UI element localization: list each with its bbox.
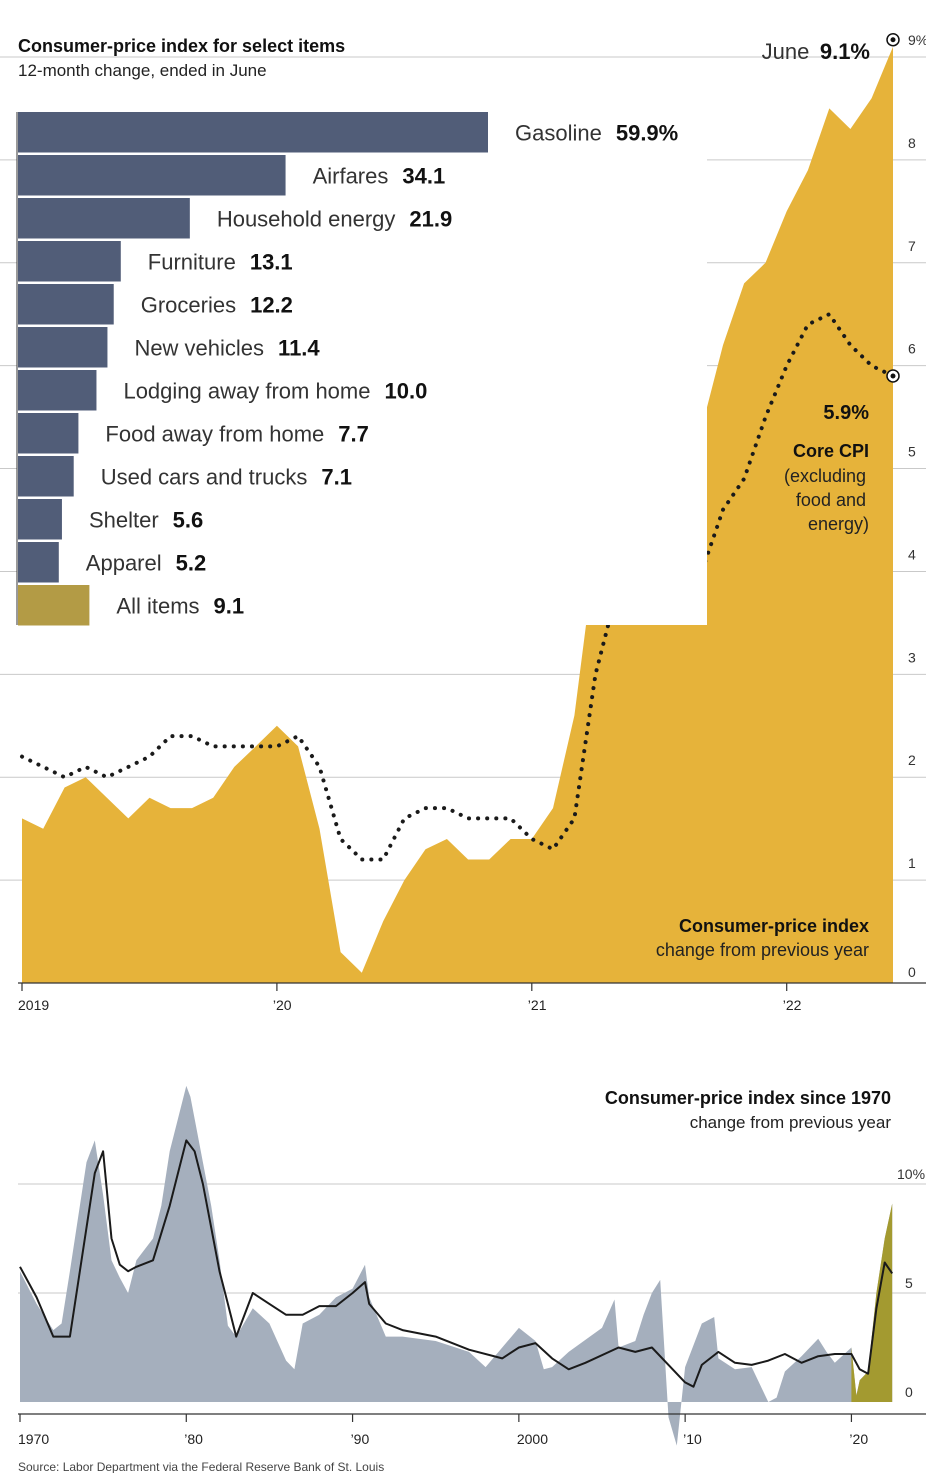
bar-category-label: All items (116, 593, 199, 618)
bar (18, 456, 74, 497)
june-prefix: June (762, 39, 810, 64)
bar-value-label: 34.1 (402, 163, 445, 188)
bar (18, 585, 90, 626)
top-y-tick-label: 2 (908, 752, 916, 768)
bar-label: Airfares 34.1 (313, 163, 446, 188)
top-y-tick-label: 1 (908, 855, 916, 871)
bottom-y-tick-label: 5 (905, 1275, 913, 1291)
bar-label: Used cars and trucks 7.1 (101, 464, 352, 489)
top-x-tick-label: ’20 (273, 997, 292, 1013)
top-y-tick-label: 7 (908, 238, 916, 254)
bar-category-label: Gasoline (515, 120, 602, 145)
bottom-subtitle: change from previous year (690, 1113, 892, 1132)
bar-label: All items 9.1 (116, 593, 244, 618)
top-y-tick-label: 3 (908, 649, 916, 665)
bar-category-label: Furniture (148, 249, 236, 274)
bottom-x-axis: 1970 ’80 ’90 2000 ’10 ’20 (18, 1413, 926, 1447)
bar-category-label: Apparel (86, 550, 162, 575)
bar-value-label: 13.1 (250, 249, 293, 274)
core-value-label: 5.9% (823, 402, 869, 424)
bar (18, 327, 108, 368)
bar-value-label: 12.2 (250, 292, 293, 317)
bottom-x-tick-label: 2000 (517, 1431, 548, 1447)
cpi-label: Consumer-price index (679, 916, 869, 936)
bar-category-label: Household energy (217, 206, 396, 231)
bar (18, 198, 190, 239)
cpi-sublabel: change from previous year (656, 940, 869, 960)
bar-value-label: 5.2 (176, 550, 207, 575)
top-x-tick-label: ’22 (783, 997, 802, 1013)
top-x-tick-label: 2019 (18, 997, 49, 1013)
bar-category-label: Groceries (141, 292, 236, 317)
bar-label: Food away from home 7.7 (105, 421, 368, 446)
bar-label: Apparel 5.2 (86, 550, 206, 575)
bar (18, 284, 114, 325)
bar-label: New vehicles 11.4 (134, 335, 320, 360)
bar-value-label: 21.9 (409, 206, 452, 231)
top-subtitle: 12-month change, ended in June (18, 61, 267, 80)
bar-value-label: 5.6 (173, 507, 204, 532)
core-label: Core CPI (793, 441, 869, 461)
bottom-x-tick-label: ’10 (683, 1431, 702, 1447)
core-note-3: energy) (808, 514, 869, 534)
top-y-tick-label: 8 (908, 135, 916, 151)
top-y-axis-labels: 0 1 2 3 4 5 6 7 8 9% (908, 32, 926, 980)
june-core-marker (886, 369, 900, 383)
bar-label: Gasoline 59.9% (515, 120, 678, 145)
bar-category-label: Lodging away from home (123, 378, 370, 403)
top-y-tick-label: 6 (908, 341, 916, 357)
june-annotation: June 9.1% (762, 39, 870, 64)
bar-category-label: New vehicles (134, 335, 264, 360)
bar (18, 413, 79, 454)
bottom-y-axis-labels: 0 5 10% (897, 1166, 925, 1400)
bar-label: Groceries 12.2 (141, 292, 293, 317)
bar-category-label: Used cars and trucks (101, 464, 308, 489)
cpi-area-series (22, 46, 893, 983)
bar-value-label: 7.1 (321, 464, 352, 489)
bar (18, 542, 59, 583)
bar (18, 241, 121, 282)
core-note-2: food and (796, 490, 866, 510)
recent-cpi-area-highlight (851, 1203, 893, 1402)
bar-value-label: 10.0 (384, 378, 427, 403)
bar (18, 112, 488, 153)
top-title: Consumer-price index for select items (18, 36, 345, 56)
top-y-tick-label: 0 (908, 964, 916, 980)
top-y-tick-label: 5 (908, 444, 916, 460)
bar-value-label: 9.1 (214, 593, 245, 618)
top-y-tick-label: 9% (908, 32, 926, 48)
june-value: 9.1% (820, 39, 870, 64)
bar (18, 155, 286, 196)
bottom-y-tick-label: 0 (905, 1384, 913, 1400)
core-note-1: (excluding (784, 466, 866, 486)
bar-category-label: Shelter (89, 507, 159, 532)
bar (18, 370, 97, 411)
historical-core-cpi-line (19, 1139, 894, 1388)
bottom-x-tick-label: ’90 (351, 1431, 370, 1447)
top-x-axis: 2019 ’20 ’21 ’22 (18, 982, 926, 1013)
bar (18, 499, 62, 540)
top-x-tick-label: ’21 (528, 997, 547, 1013)
historical-cpi-area (20, 1085, 893, 1446)
bottom-x-tick-label: ’80 (184, 1431, 203, 1447)
bottom-y-tick-label: 10% (897, 1166, 925, 1182)
top-y-tick-label: 4 (908, 546, 916, 562)
bar-value-label: 59.9% (616, 120, 678, 145)
bar-category-label: Food away from home (105, 421, 324, 446)
bar-label: Furniture 13.1 (148, 249, 293, 274)
bar-value-label: 11.4 (278, 335, 320, 360)
source-note: Source: Labor Department via the Federal… (18, 1460, 384, 1473)
bottom-title: Consumer-price index since 1970 (605, 1088, 891, 1108)
bar-value-label: 7.7 (338, 421, 369, 446)
bar-panel-backdrop (17, 110, 707, 625)
bottom-x-tick-label: ’20 (849, 1431, 868, 1447)
bar-label: Household energy 21.9 (217, 206, 452, 231)
june-cpi-marker (886, 32, 900, 47)
bar-category-label: Airfares (313, 163, 389, 188)
bottom-x-tick-label: 1970 (18, 1431, 49, 1447)
bar-label: Shelter 5.6 (89, 507, 203, 532)
bar-label: Lodging away from home 10.0 (123, 378, 427, 403)
